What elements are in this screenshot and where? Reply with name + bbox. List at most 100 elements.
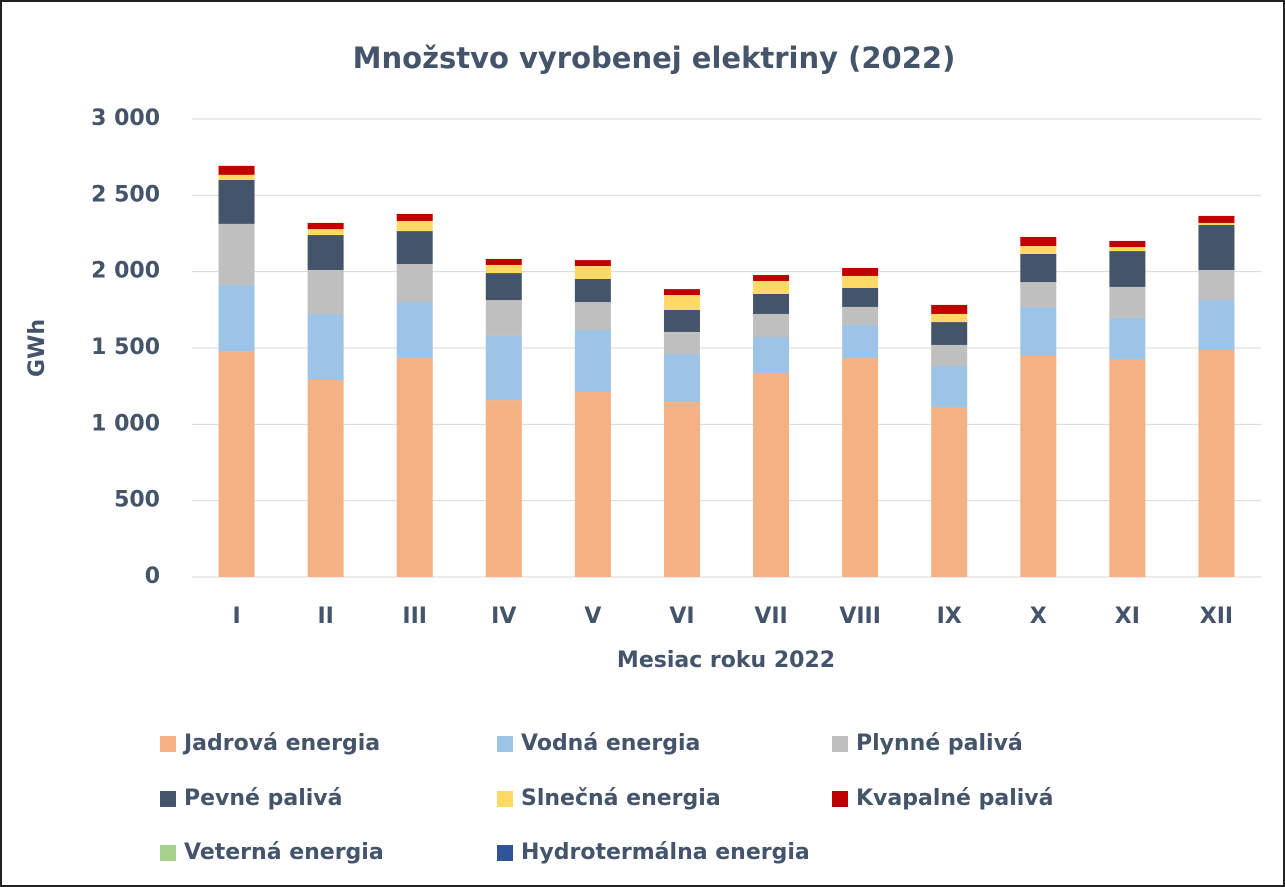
bar-segment xyxy=(307,222,344,230)
x-tick-label: VII xyxy=(754,604,787,629)
x-tick-label: V xyxy=(584,604,601,629)
x-tick-label: IX xyxy=(937,604,962,629)
bar-segment xyxy=(396,358,433,577)
bar-segment xyxy=(663,289,700,296)
bar-segment xyxy=(485,400,522,577)
bar-segment xyxy=(842,324,879,359)
bar-segment xyxy=(663,353,700,403)
x-tick-label: X xyxy=(1030,604,1047,629)
bar-segment xyxy=(218,223,255,285)
bar-segment xyxy=(842,358,879,577)
y-tick-label: 0 xyxy=(145,564,160,589)
legend-swatch xyxy=(832,736,848,752)
x-tick-label: I xyxy=(232,604,240,629)
y-tick-label: 2 000 xyxy=(91,259,160,284)
legend-label: Pevné palivá xyxy=(184,786,343,811)
bar-segment xyxy=(307,313,344,381)
bar-segment xyxy=(307,380,344,577)
bar-segment xyxy=(1020,306,1057,356)
bar-segment xyxy=(1198,269,1235,301)
bar-segment xyxy=(1020,282,1057,307)
legend-swatch xyxy=(160,736,176,752)
bar-segment xyxy=(1020,237,1057,247)
bar-segment xyxy=(574,266,611,279)
x-axis-title: Mesiac roku 2022 xyxy=(617,648,835,673)
bar-segment xyxy=(574,278,611,303)
bar-segment xyxy=(307,229,344,236)
legend-swatch xyxy=(160,845,176,861)
bar-segment xyxy=(485,335,522,401)
legend-swatch xyxy=(832,791,848,807)
x-tick-label: II xyxy=(317,604,333,629)
legend-label: Vodná energia xyxy=(521,731,700,756)
bar-segment xyxy=(753,373,790,577)
legend-label: Slnečná energia xyxy=(521,786,721,811)
bar-segment xyxy=(931,313,968,323)
bar-segment xyxy=(842,275,879,289)
bar-segment xyxy=(663,402,700,577)
bar-segment xyxy=(842,268,879,276)
legend-label: Veterná energia xyxy=(184,840,384,865)
legend-swatch xyxy=(497,845,513,861)
x-tick-label: VI xyxy=(669,604,694,629)
bar-segment xyxy=(1198,224,1235,270)
legend-swatch xyxy=(497,736,513,752)
y-tick-label: 2 500 xyxy=(91,182,160,207)
bar-segment xyxy=(753,275,790,281)
x-tick-label: III xyxy=(402,604,427,629)
bar-segment xyxy=(663,295,700,310)
bar-segment xyxy=(218,179,255,224)
bar-segment xyxy=(218,284,255,352)
bar-segment xyxy=(753,280,790,294)
bar-segment xyxy=(1109,286,1146,318)
bar-segment xyxy=(1198,300,1235,350)
bar-segment xyxy=(1020,246,1057,254)
bar-segment xyxy=(396,220,433,232)
legend-swatch xyxy=(160,791,176,807)
bar-segment xyxy=(931,406,968,577)
bar-segment xyxy=(753,293,790,314)
x-tick-label: VIII xyxy=(839,604,881,629)
bar-segment xyxy=(396,302,433,359)
bar-segment xyxy=(396,264,433,303)
bar-segment xyxy=(663,331,700,354)
legend-label: Jadrová energia xyxy=(182,731,380,756)
bar-segment xyxy=(931,366,968,407)
y-axis-title: GWh xyxy=(25,319,50,377)
y-tick-label: 500 xyxy=(114,488,160,513)
bar-segment xyxy=(485,258,522,265)
bar-segment xyxy=(485,273,522,301)
bar-segment xyxy=(931,344,968,367)
bar-segment xyxy=(931,322,968,345)
bar-segment xyxy=(574,302,611,330)
bar-segment xyxy=(574,329,611,392)
x-tick-label: IV xyxy=(491,604,516,629)
bar-segment xyxy=(1198,349,1235,577)
bar-segment xyxy=(842,288,879,307)
bar-segment xyxy=(1020,355,1057,577)
legend-label: Kvapalné palivá xyxy=(856,786,1053,811)
bar-segment xyxy=(485,264,522,274)
bar-segment xyxy=(1198,222,1235,225)
bar-segment xyxy=(307,269,344,314)
x-tick-label: XI xyxy=(1115,604,1140,629)
bar-segment xyxy=(753,337,790,374)
bar-segment xyxy=(218,165,255,175)
bar-segment xyxy=(396,231,433,265)
bar-segment xyxy=(1109,358,1146,577)
bar-segment xyxy=(218,174,255,180)
y-tick-label: 1 000 xyxy=(91,411,160,436)
bar-segment xyxy=(842,306,879,325)
bar-segment xyxy=(485,300,522,336)
legend-label: Hydrotermálna energia xyxy=(521,840,810,865)
bar-segment xyxy=(574,391,611,577)
bar-segment xyxy=(663,309,700,332)
bar-segment xyxy=(396,213,433,221)
bar-segment xyxy=(931,304,968,314)
legend-swatch xyxy=(497,791,513,807)
bar-segment xyxy=(1109,240,1146,248)
bar-segment xyxy=(218,351,255,577)
bar-segment xyxy=(307,235,344,270)
